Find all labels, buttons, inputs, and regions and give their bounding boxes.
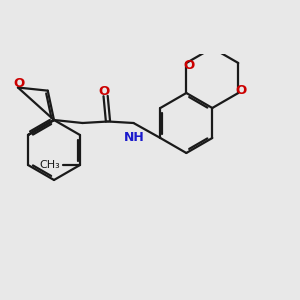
Text: NH: NH bbox=[124, 131, 145, 144]
Text: O: O bbox=[235, 84, 246, 97]
Text: CH₃: CH₃ bbox=[39, 160, 60, 170]
Text: O: O bbox=[98, 85, 110, 98]
Text: O: O bbox=[14, 77, 25, 90]
Text: O: O bbox=[183, 59, 194, 72]
